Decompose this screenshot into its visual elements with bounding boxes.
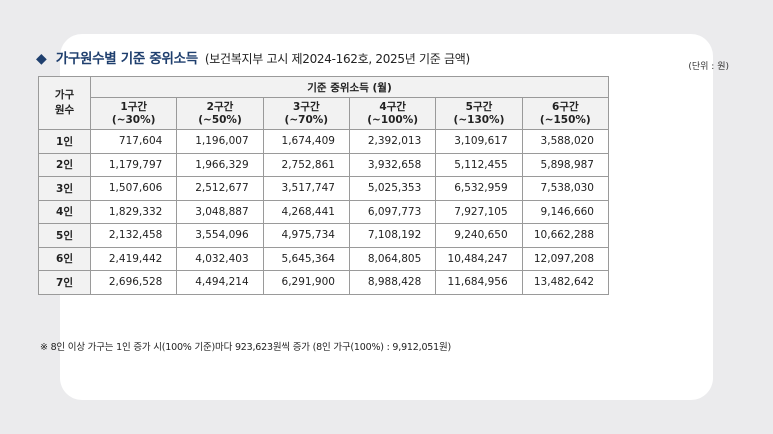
diamond-bullet-icon: ◆ [36, 51, 47, 67]
row-header: 6인 [38, 246, 91, 271]
column-header-3: 3구간 (~70%) [262, 97, 350, 130]
household-size-header-text: 가구 원수 [54, 89, 75, 116]
household-size-header: 가구 원수 [38, 76, 91, 130]
table-row: 2인 1,179,797 1,966,329 2,752,861 3,932,658 5,… [38, 152, 610, 177]
column-header-range: (~100%) [367, 113, 419, 126]
table-cell: 2,512,677 [176, 176, 264, 201]
row-header: 3인 [38, 176, 91, 201]
table-cell: 3,554,096 [176, 223, 264, 248]
table-cell: 1,674,409 [262, 129, 350, 154]
table-cell: 1,196,007 [176, 129, 264, 154]
table-cell: 10,662,288 [521, 223, 610, 248]
table-cell: 2,419,442 [89, 246, 178, 271]
table-cell: 8,988,428 [348, 270, 437, 295]
group-header: 기준 중위소득 (월) [90, 76, 609, 98]
table-cell: 5,898,987 [521, 152, 610, 177]
table-cell: 12,097,208 [521, 246, 610, 271]
column-header-5: 5구간 (~130%) [435, 97, 523, 130]
footnote: ※ 8인 이상 가구는 1인 증가 시(100% 기준)마다 923,623원씩… [40, 342, 452, 353]
page-title: ◆ 가구원수별 기준 중위소득 (보건복지부 고시 제2024-162호, 20… [36, 47, 470, 67]
table-cell: 717,604 [89, 129, 178, 154]
table-cell: 7,538,030 [521, 176, 610, 201]
column-header-label: 6구간 [552, 100, 579, 113]
column-header-range: (~150%) [539, 113, 591, 126]
column-header-range: (~30%) [111, 113, 156, 126]
column-header-label: 1구간 [120, 100, 147, 113]
table-cell: 4,032,403 [176, 246, 264, 271]
column-header-label: 2구간 [206, 100, 234, 113]
table-row: 7인 2,696,528 4,494,214 6,291,900 8,988,428 11… [38, 270, 610, 295]
table-cell: 10,484,247 [435, 246, 523, 271]
column-header-range: (~130%) [453, 113, 505, 126]
row-header: 5인 [38, 223, 91, 248]
table-cell: 2,132,458 [89, 223, 178, 248]
table-row: 5인 2,132,458 3,554,096 4,975,734 7,108,192 9,… [38, 223, 610, 248]
table-cell: 2,696,528 [89, 270, 178, 295]
title-sub: (보건복지부 고시 제2024-162호, 2025년 기준 금액) [204, 52, 470, 66]
table-cell: 7,108,192 [348, 223, 437, 248]
table-cell: 1,179,797 [89, 152, 178, 177]
table-cell: 3,517,747 [262, 176, 350, 201]
table-row: 6인 2,419,442 4,032,403 5,645,364 8,064,805 10… [38, 246, 610, 271]
table-cell: 6,097,773 [348, 199, 437, 224]
table-cell: 1,829,332 [89, 199, 178, 224]
table-cell: 2,752,861 [262, 152, 350, 177]
column-header-range: (~70%) [284, 113, 329, 126]
row-header: 2인 [38, 152, 91, 177]
table-cell: 2,392,013 [348, 129, 437, 154]
column-header-label: 5구간 [465, 100, 493, 113]
table-cell: 4,975,734 [262, 223, 350, 248]
table-cell: 9,240,650 [435, 223, 523, 248]
table-cell: 5,025,353 [348, 176, 437, 201]
table-cell: 8,064,805 [348, 246, 437, 271]
column-header-1: 1구간 (~30%) [89, 97, 178, 130]
table-row: 3인 1,507,606 2,512,677 3,517,747 5,025,353 6,… [38, 176, 610, 201]
row-header: 4인 [38, 199, 91, 224]
table-cell: 3,588,020 [521, 129, 610, 154]
unit-label: (단위 : 원) [688, 62, 729, 72]
table-cell: 4,494,214 [176, 270, 264, 295]
table-cell: 6,291,900 [262, 270, 350, 295]
table-cell: 3,932,658 [348, 152, 437, 177]
column-header-range: (~50%) [198, 113, 242, 126]
row-header: 1인 [38, 129, 91, 154]
table-cell: 3,109,617 [435, 129, 523, 154]
column-header-label: 4구간 [379, 100, 406, 113]
column-header-4: 4구간 (~100%) [348, 97, 437, 130]
row-header: 7인 [38, 270, 91, 295]
table-cell: 6,532,959 [435, 176, 523, 201]
table-cell: 4,268,441 [262, 199, 350, 224]
table-cell: 11,684,956 [435, 270, 523, 295]
table-cell: 1,507,606 [89, 176, 178, 201]
median-income-table: 가구 원수 기준 중위소득 (월) 1구간 (~30%) 2구간 (~50%) 3구간(… [38, 76, 610, 295]
table-cell: 3,048,887 [176, 199, 264, 224]
column-header-label: 3구간 [293, 100, 320, 113]
column-header-6: 6구간 (~150%) [521, 97, 610, 130]
column-header-2: 2구간 (~50%) [176, 97, 264, 130]
table-cell: 7,927,105 [435, 199, 523, 224]
table-cell: 1,966,329 [176, 152, 264, 177]
table-row: 1인 717,604 1,196,007 1,674,409 2,392,013 3,10… [38, 129, 610, 154]
title-main: 가구원수별 기준 중위소득 [55, 51, 198, 67]
table-cell: 5,112,455 [435, 152, 523, 177]
table-cell: 13,482,642 [521, 270, 610, 295]
table-cell: 9,146,660 [521, 199, 610, 224]
table-cell: 5,645,364 [262, 246, 350, 271]
table-row: 4인 1,829,332 3,048,887 4,268,441 6,097,773 7,… [38, 199, 610, 224]
